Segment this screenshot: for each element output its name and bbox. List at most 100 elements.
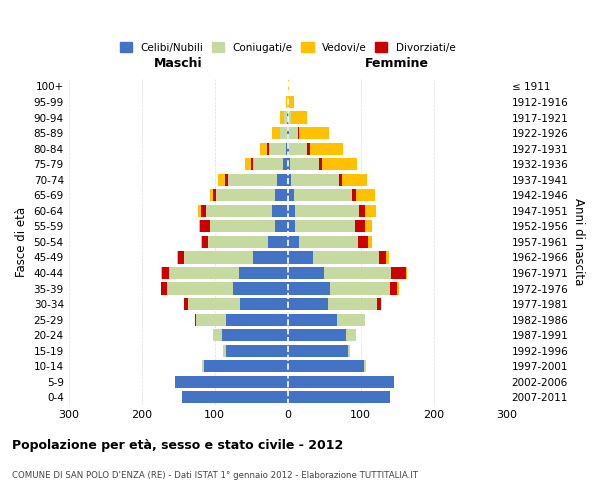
Bar: [188, 298, 240, 310]
Bar: [287, 329, 346, 341]
Bar: [184, 252, 253, 264]
Bar: [292, 112, 307, 124]
Bar: [346, 329, 356, 341]
Bar: [184, 298, 188, 310]
Bar: [292, 174, 339, 186]
Bar: [319, 158, 322, 170]
Text: Maschi: Maschi: [154, 57, 202, 70]
Bar: [287, 267, 324, 279]
Bar: [364, 360, 366, 372]
Bar: [161, 282, 167, 294]
Bar: [267, 142, 269, 154]
Bar: [287, 392, 390, 404]
Bar: [286, 142, 287, 154]
Bar: [202, 360, 204, 372]
Bar: [287, 142, 289, 154]
Bar: [358, 236, 368, 248]
Bar: [196, 314, 226, 326]
Bar: [195, 314, 196, 326]
Bar: [286, 96, 287, 108]
Bar: [287, 205, 295, 217]
Bar: [253, 158, 283, 170]
Bar: [213, 329, 222, 341]
Bar: [287, 376, 394, 388]
Bar: [298, 127, 299, 139]
Bar: [213, 189, 216, 202]
Bar: [391, 267, 406, 279]
Bar: [287, 314, 337, 326]
Bar: [287, 127, 289, 139]
Bar: [225, 174, 228, 186]
Bar: [287, 252, 313, 264]
Bar: [233, 282, 287, 294]
Bar: [299, 127, 329, 139]
Bar: [355, 220, 365, 232]
Bar: [287, 80, 289, 92]
Bar: [330, 282, 390, 294]
Y-axis label: Fasce di età: Fasce di età: [15, 207, 28, 277]
Bar: [283, 158, 287, 170]
Bar: [310, 142, 343, 154]
Bar: [228, 174, 277, 186]
Bar: [223, 344, 226, 357]
Bar: [167, 282, 233, 294]
Bar: [226, 314, 287, 326]
Bar: [337, 314, 365, 326]
Text: Femmine: Femmine: [365, 57, 429, 70]
Bar: [287, 189, 293, 202]
Bar: [218, 174, 225, 186]
Bar: [290, 158, 319, 170]
Bar: [365, 205, 376, 217]
Bar: [280, 127, 287, 139]
Bar: [198, 205, 201, 217]
Bar: [275, 189, 287, 202]
Bar: [379, 252, 386, 264]
Bar: [226, 344, 287, 357]
Bar: [200, 220, 211, 232]
Bar: [289, 142, 307, 154]
Bar: [201, 205, 206, 217]
Legend: Celibi/Nubili, Coniugati/e, Vedovi/e, Divorziati/e: Celibi/Nubili, Coniugati/e, Vedovi/e, Di…: [116, 38, 460, 57]
Bar: [390, 282, 397, 294]
Bar: [287, 158, 290, 170]
Bar: [204, 360, 287, 372]
Bar: [169, 267, 239, 279]
Bar: [287, 360, 364, 372]
Bar: [284, 112, 287, 124]
Bar: [386, 252, 389, 264]
Bar: [239, 267, 287, 279]
Bar: [209, 189, 213, 202]
Bar: [216, 189, 275, 202]
Bar: [161, 267, 162, 279]
Bar: [211, 220, 275, 232]
Bar: [287, 282, 330, 294]
Bar: [289, 127, 298, 139]
Bar: [260, 142, 267, 154]
Bar: [322, 158, 357, 170]
Bar: [359, 205, 365, 217]
Bar: [202, 236, 208, 248]
Bar: [307, 142, 310, 154]
Bar: [287, 112, 292, 124]
Bar: [272, 205, 287, 217]
Bar: [206, 205, 272, 217]
Bar: [275, 220, 287, 232]
Bar: [182, 392, 287, 404]
Bar: [253, 252, 287, 264]
Bar: [287, 96, 289, 108]
Bar: [208, 236, 268, 248]
Text: COMUNE DI SAN POLO D'ENZA (RE) - Dati ISTAT 1° gennaio 2012 - Elaborazione TUTTI: COMUNE DI SAN POLO D'ENZA (RE) - Dati IS…: [12, 471, 418, 480]
Bar: [162, 267, 169, 279]
Bar: [175, 376, 287, 388]
Bar: [287, 344, 347, 357]
Bar: [328, 298, 377, 310]
Bar: [313, 252, 379, 264]
Bar: [251, 158, 253, 170]
Bar: [177, 252, 178, 264]
Y-axis label: Anni di nascita: Anni di nascita: [572, 198, 585, 286]
Bar: [368, 236, 373, 248]
Bar: [201, 236, 202, 248]
Bar: [245, 158, 251, 170]
Bar: [222, 329, 287, 341]
Bar: [287, 220, 295, 232]
